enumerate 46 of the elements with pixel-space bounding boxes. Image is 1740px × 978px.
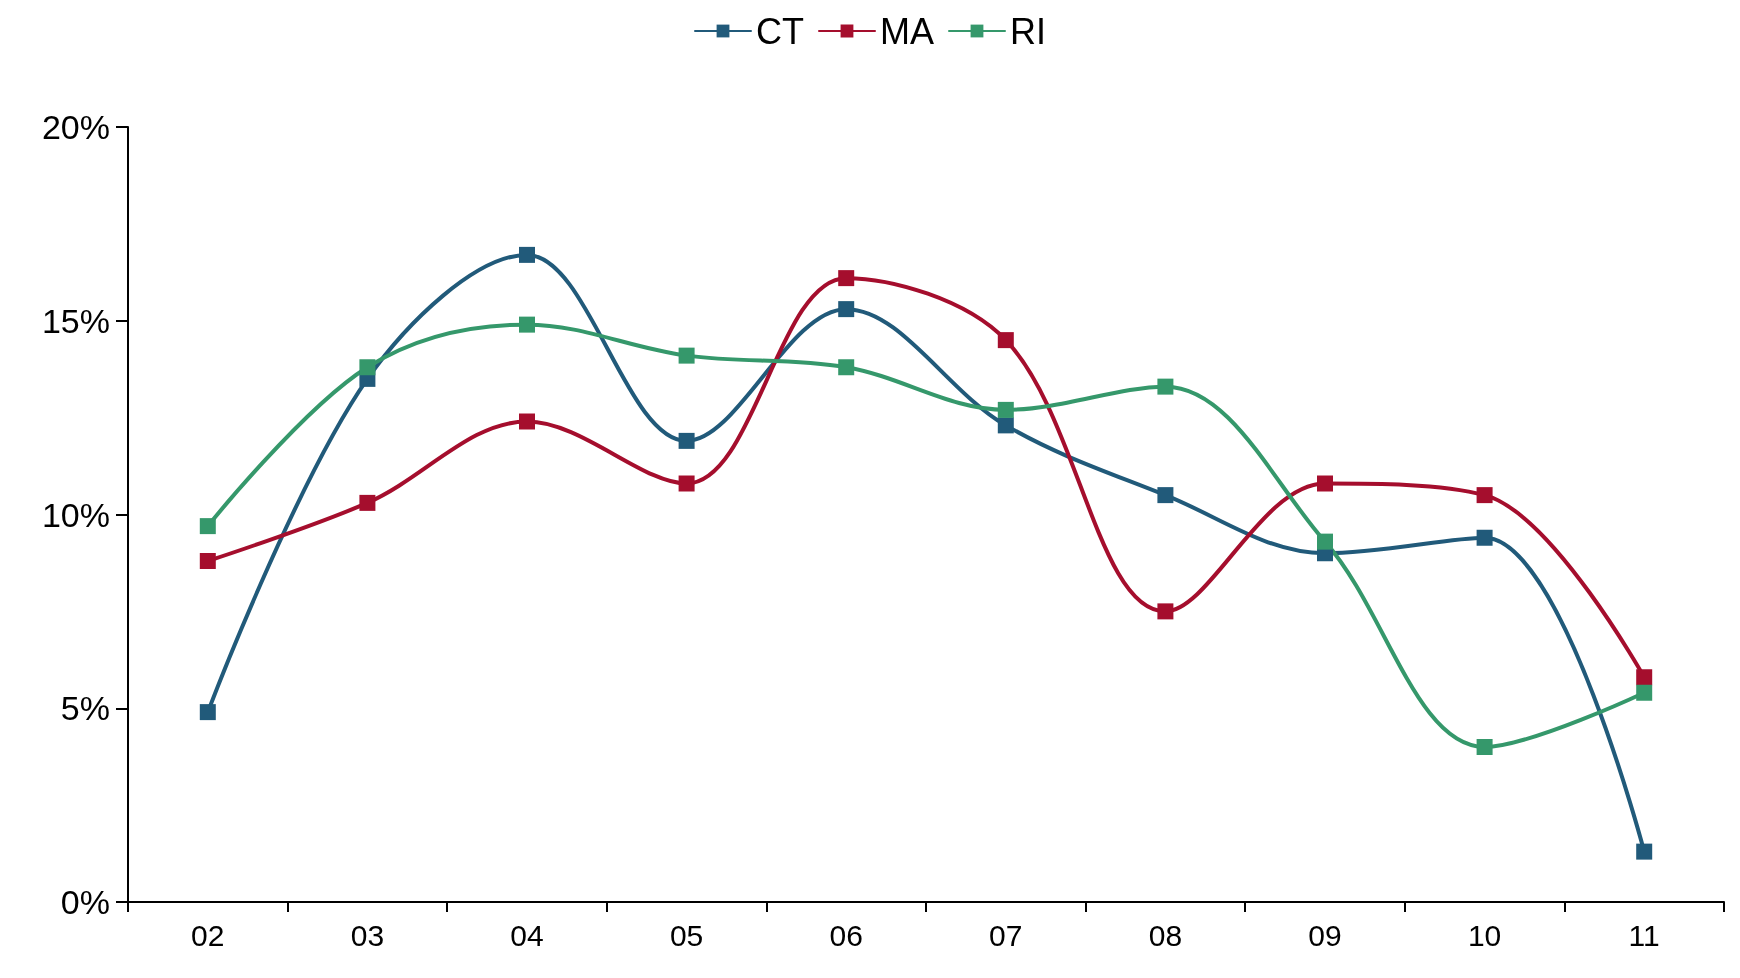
x-tick-label: 04 xyxy=(510,918,544,952)
y-tick-label: 20% xyxy=(41,108,110,146)
point xyxy=(838,270,855,287)
x-tick-label: 03 xyxy=(350,918,385,952)
point xyxy=(1157,487,1174,504)
x-tick-label: 10 xyxy=(1467,918,1502,952)
x-tick-label: 11 xyxy=(1628,918,1660,952)
point xyxy=(519,316,535,333)
point xyxy=(1476,529,1493,546)
y-tick-label: 10% xyxy=(41,495,110,534)
point xyxy=(359,359,376,376)
point xyxy=(678,347,695,364)
point xyxy=(997,417,1014,434)
point xyxy=(1636,843,1653,860)
point xyxy=(678,432,695,449)
point xyxy=(199,553,216,569)
point xyxy=(519,246,535,263)
point xyxy=(997,401,1014,418)
point xyxy=(678,475,695,492)
point xyxy=(1317,475,1333,492)
point xyxy=(838,301,855,318)
point xyxy=(997,332,1014,349)
x-tick-label: 09 xyxy=(1308,918,1342,952)
point xyxy=(1476,739,1493,755)
point xyxy=(359,494,376,511)
legend-label: MA xyxy=(879,10,934,52)
point xyxy=(199,518,216,535)
point xyxy=(1157,603,1174,620)
point xyxy=(199,704,216,721)
point xyxy=(1636,684,1653,701)
x-tick-label: 02 xyxy=(191,918,225,952)
y-tick-label: 0% xyxy=(60,883,110,921)
x-tick-label: 08 xyxy=(1148,918,1183,952)
legend-label: RI xyxy=(1009,10,1046,52)
point xyxy=(1157,378,1174,395)
x-tick-label: 05 xyxy=(669,918,704,952)
point xyxy=(1636,669,1653,686)
x-tick-label: 07 xyxy=(989,918,1023,952)
y-tick-label: 5% xyxy=(60,689,110,728)
x-tick-label: 06 xyxy=(829,918,863,952)
point xyxy=(838,359,855,376)
point xyxy=(1317,533,1333,550)
legend-label: CT xyxy=(756,10,805,52)
y-tick-label: 15% xyxy=(41,301,110,340)
point xyxy=(1476,487,1493,504)
point xyxy=(519,413,535,430)
